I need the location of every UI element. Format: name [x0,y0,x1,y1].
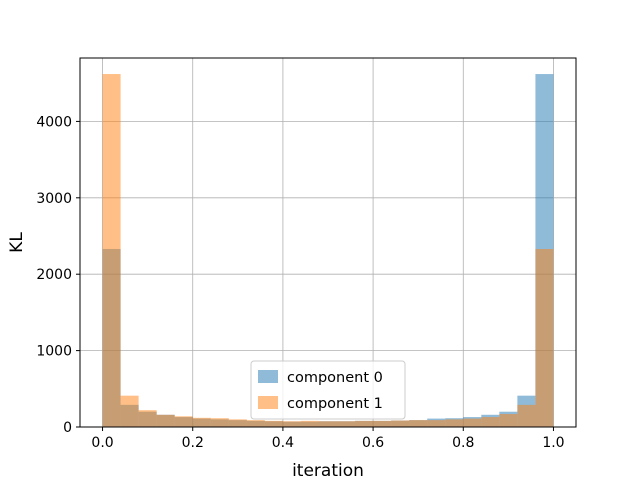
y-tick-label-4: 4000 [36,114,72,130]
bar-series-1-bin-8 [246,420,265,427]
bar-series-1-bin-3 [156,414,175,427]
x-tick-label-0: 0.0 [91,435,113,451]
bar-series-1-bin-10 [282,421,301,427]
bar-series-1-bin-11 [300,420,319,427]
bar-series-1-bin-0 [102,74,121,427]
bar-series-1-bin-14 [355,420,374,427]
y-tick-label-1: 1000 [36,344,72,360]
bar-series-1-bin-19 [445,419,464,427]
y-axis-label: KL [7,232,27,253]
x-tick-label-5: 1.0 [542,435,564,451]
axis-ticks: 0.0 0.2 0.4 0.6 0.8 1.0 0 1000 2000 3000 4000 [36,114,564,451]
bar-series-1-bin-1 [120,395,139,427]
bar-series-1-bin-21 [481,417,500,427]
bar-series-1-bin-6 [210,418,229,427]
legend-box [250,360,406,420]
x-tick-label-1: 0.2 [182,435,204,451]
bar-series-1-bin-18 [427,420,446,427]
x-axis-label: iteration [292,461,364,480]
bar-series-1-bin-20 [463,418,482,427]
bar-series-1-bin-15 [373,420,392,427]
x-tick-label-3: 0.6 [362,435,384,451]
y-tick-label-3: 3000 [36,191,72,207]
y-tick-label-0: 0 [63,420,72,436]
x-tick-label-4: 0.8 [452,435,474,451]
bar-series-1-bin-23 [517,404,536,427]
legend-swatch-component-0 [258,370,278,383]
bar-series-1-bin-17 [409,420,428,427]
legend: component 0 component 1 [250,360,406,420]
legend-label-component-0: component 0 [287,370,383,386]
bar-series-1-bin-12 [318,421,338,427]
bar-series-1-bin-22 [499,414,518,427]
bar-series-1-bin-16 [391,420,410,427]
bar-series-1-bin-24 [535,248,554,427]
bar-series-1-bin-7 [228,419,247,427]
bar-series-1-bin-4 [174,416,193,427]
bar-series-1-bin-2 [138,410,157,427]
legend-label-component-1: component 1 [287,396,383,412]
bars [102,74,554,427]
bar-series-1-bin-5 [192,417,211,427]
bar-series-1-bin-9 [264,420,283,427]
x-tick-label-2: 0.4 [272,435,294,451]
bar-series-1-bin-13 [337,421,356,427]
legend-swatch-component-1 [258,396,278,409]
plot-frame [79,57,577,428]
y-tick-label-2: 2000 [36,267,72,283]
